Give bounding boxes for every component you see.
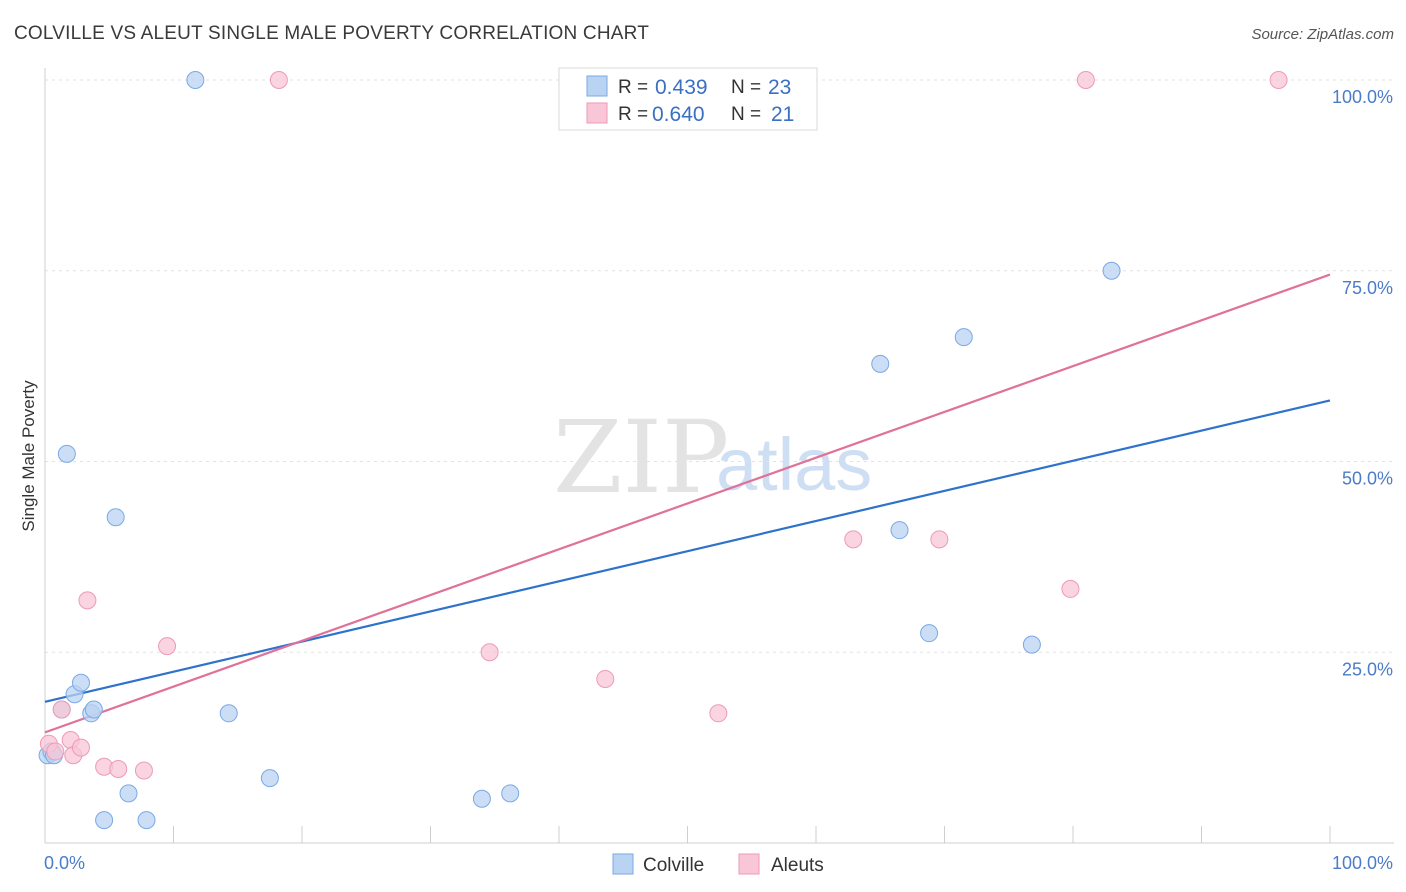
correlation-legend: R = 0.439 N = 23 R = 0.640 N = 21 <box>558 67 818 131</box>
chart-title: COLVILLE VS ALEUT SINGLE MALE POVERTY CO… <box>14 23 649 44</box>
point-colville-15 <box>260 769 279 788</box>
point-colville-16 <box>472 789 491 808</box>
legend-n-value-colville: 23 <box>768 76 791 99</box>
data-points <box>38 71 1288 830</box>
point-colville-20 <box>920 624 939 643</box>
point-aleuts-8 <box>109 759 128 778</box>
series-legend-label-colville: Colville <box>643 855 704 876</box>
point-aleuts-14 <box>709 704 728 723</box>
point-aleuts-10 <box>158 637 177 656</box>
watermark-zip: ZIP <box>553 399 729 516</box>
x-tick-label-min: 0.0% <box>44 853 85 873</box>
series-legend-swatch-aleuts <box>738 853 760 875</box>
point-aleuts-1 <box>46 742 65 761</box>
legend-r-value-aleuts: 0.640 <box>652 103 705 126</box>
point-colville-19 <box>890 521 909 540</box>
point-colville-6 <box>71 673 90 692</box>
trend-lines <box>44 273 1331 734</box>
point-colville-21 <box>954 328 973 347</box>
point-colville-9 <box>95 811 114 830</box>
y-axis-label: Single Male Poverty <box>19 380 38 532</box>
point-colville-23 <box>1102 261 1121 280</box>
series-legend-swatch-colville <box>612 853 634 875</box>
point-colville-13 <box>186 71 205 89</box>
point-aleuts-2 <box>52 700 71 719</box>
point-aleuts-18 <box>1076 71 1095 89</box>
legend-swatch-aleuts <box>586 102 608 124</box>
trend-line-aleuts <box>44 273 1331 734</box>
point-colville-14 <box>219 704 238 723</box>
y-tick-label-0: 25.0% <box>1342 659 1393 679</box>
point-colville-12 <box>137 811 156 830</box>
legend-n-label-colville: N = <box>731 77 761 98</box>
point-aleuts-15 <box>844 530 863 549</box>
y-tick-label-3: 100.0% <box>1332 87 1393 107</box>
point-aleuts-17 <box>1061 579 1080 598</box>
point-aleuts-6 <box>78 591 97 610</box>
point-colville-17 <box>501 784 520 803</box>
y-tick-labels: 25.0% 50.0% 75.0% 100.0% <box>1332 87 1393 679</box>
legend-n-label-aleuts: N = <box>731 104 761 125</box>
point-aleuts-12 <box>480 643 499 662</box>
point-aleuts-16 <box>930 530 949 549</box>
legend-r-label-colville: R = <box>618 77 648 98</box>
gridlines <box>45 79 1394 653</box>
series-legend: Colville Aleuts <box>612 853 824 876</box>
x-tick-label-max: 100.0% <box>1332 853 1393 873</box>
trend-line-colville <box>44 399 1331 703</box>
point-colville-8 <box>84 700 103 719</box>
point-aleuts-19 <box>1269 71 1288 89</box>
watermark: ZIP atlas <box>553 399 872 516</box>
chart-source: Source: ZipAtlas.com <box>1251 26 1394 43</box>
legend-n-value-aleuts: 21 <box>771 103 794 126</box>
series-legend-label-aleuts: Aleuts <box>771 855 824 876</box>
y-tick-label-1: 50.0% <box>1342 469 1393 489</box>
point-aleuts-5 <box>71 738 90 757</box>
point-colville-18 <box>871 354 890 373</box>
point-aleuts-9 <box>134 761 153 780</box>
x-axis-ticks <box>173 826 1331 843</box>
point-colville-11 <box>119 784 138 803</box>
point-colville-4 <box>57 444 76 463</box>
point-colville-10 <box>106 508 125 527</box>
y-tick-label-2: 75.0% <box>1342 278 1393 298</box>
point-aleuts-13 <box>596 669 615 688</box>
point-colville-22 <box>1022 635 1041 654</box>
legend-r-value-colville: 0.439 <box>655 76 708 99</box>
legend-swatch-colville <box>586 75 608 97</box>
point-aleuts-11 <box>269 71 288 89</box>
legend-r-label-aleuts: R = <box>618 104 648 125</box>
